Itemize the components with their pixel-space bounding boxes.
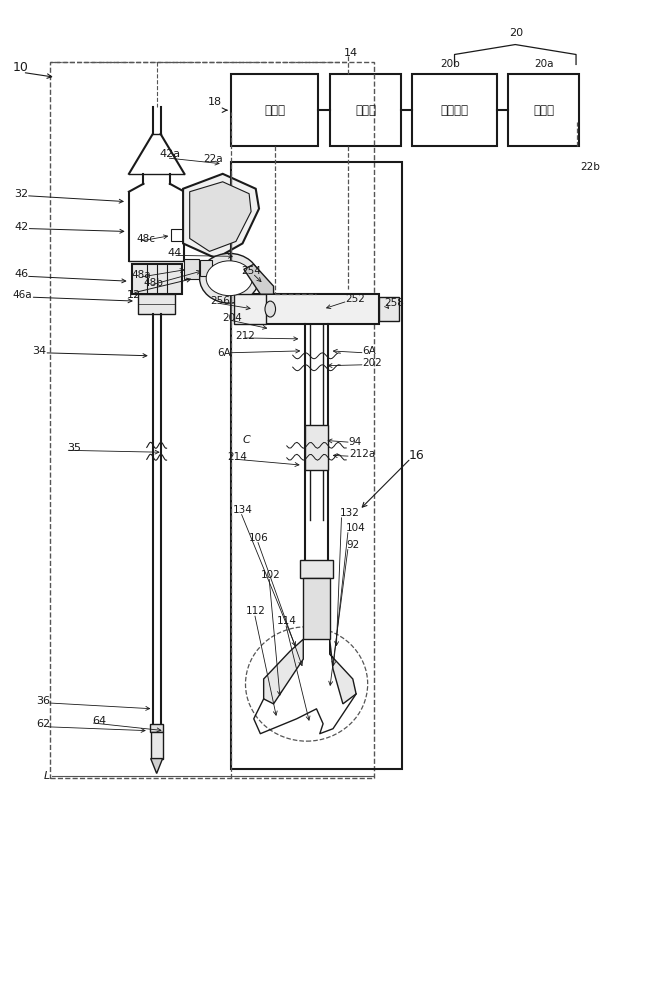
Text: 14: 14 (344, 47, 358, 57)
Text: L: L (44, 771, 50, 781)
Bar (330, 74, 401, 146)
Text: 46a: 46a (13, 290, 33, 300)
Bar (230, 74, 318, 146)
Text: 44: 44 (168, 248, 182, 258)
Text: 36: 36 (36, 696, 50, 706)
Text: C: C (242, 435, 250, 445)
Text: 12: 12 (127, 290, 141, 300)
Text: 35: 35 (67, 443, 81, 453)
Polygon shape (151, 759, 163, 773)
Bar (151, 732, 163, 759)
Bar (254, 294, 379, 324)
Text: 64: 64 (92, 716, 106, 726)
Text: 32: 32 (15, 189, 29, 199)
Bar (303, 578, 330, 639)
Bar (184, 259, 199, 279)
Text: 42: 42 (15, 222, 29, 232)
Text: 212: 212 (235, 331, 255, 341)
Text: 48c: 48c (137, 234, 156, 244)
Bar (200, 260, 212, 276)
Text: 204: 204 (222, 313, 242, 323)
Bar (300, 560, 333, 578)
Bar (150, 724, 163, 732)
Text: 吸引源: 吸引源 (533, 104, 554, 117)
Text: 20a: 20a (534, 59, 553, 69)
Text: 能量源: 能量源 (355, 104, 376, 117)
Bar (171, 229, 183, 241)
Ellipse shape (206, 261, 252, 296)
Text: 16: 16 (409, 449, 425, 462)
Text: 252: 252 (346, 294, 366, 304)
Text: 202: 202 (363, 358, 382, 368)
Text: 254: 254 (241, 266, 261, 276)
Text: 134: 134 (232, 505, 252, 515)
Text: 48b: 48b (143, 278, 163, 288)
Text: 106: 106 (248, 533, 268, 543)
Text: 256: 256 (210, 296, 230, 306)
Polygon shape (264, 639, 303, 704)
Text: 10: 10 (13, 61, 29, 74)
Text: 18: 18 (208, 97, 222, 107)
Ellipse shape (200, 253, 259, 303)
Text: 112: 112 (246, 606, 266, 616)
Text: 吸引容器: 吸引容器 (440, 104, 468, 117)
Bar (234, 294, 266, 324)
Polygon shape (190, 182, 251, 251)
Text: 20: 20 (509, 28, 523, 38)
Text: 22a: 22a (203, 154, 222, 164)
Circle shape (265, 301, 276, 317)
Polygon shape (244, 264, 274, 294)
Text: 92: 92 (346, 540, 360, 550)
Bar (412, 74, 497, 146)
Polygon shape (183, 174, 259, 258)
Text: 102: 102 (260, 570, 280, 580)
Text: 258: 258 (384, 298, 404, 308)
Text: 48a: 48a (132, 270, 151, 280)
Text: 62: 62 (36, 719, 50, 729)
Text: 212a: 212a (349, 449, 375, 459)
Text: 6A: 6A (217, 348, 231, 358)
Bar (230, 162, 402, 768)
Text: 42a: 42a (159, 149, 180, 159)
Text: 6A: 6A (363, 346, 376, 356)
Text: 22b: 22b (581, 162, 601, 172)
Text: 34: 34 (33, 346, 47, 356)
Text: 94: 94 (349, 437, 362, 447)
Bar (132, 264, 182, 294)
Text: 流体源: 流体源 (264, 104, 285, 117)
Bar (138, 294, 175, 314)
Bar (379, 297, 399, 321)
Text: 214: 214 (227, 452, 247, 462)
Text: 104: 104 (346, 523, 366, 533)
Text: 132: 132 (340, 508, 360, 518)
Text: 20b: 20b (440, 59, 460, 69)
Polygon shape (330, 639, 356, 704)
Text: 114: 114 (277, 616, 297, 626)
Bar (51, 62, 374, 778)
Text: 46: 46 (15, 269, 29, 279)
Bar (508, 74, 579, 146)
Bar (304, 425, 328, 470)
